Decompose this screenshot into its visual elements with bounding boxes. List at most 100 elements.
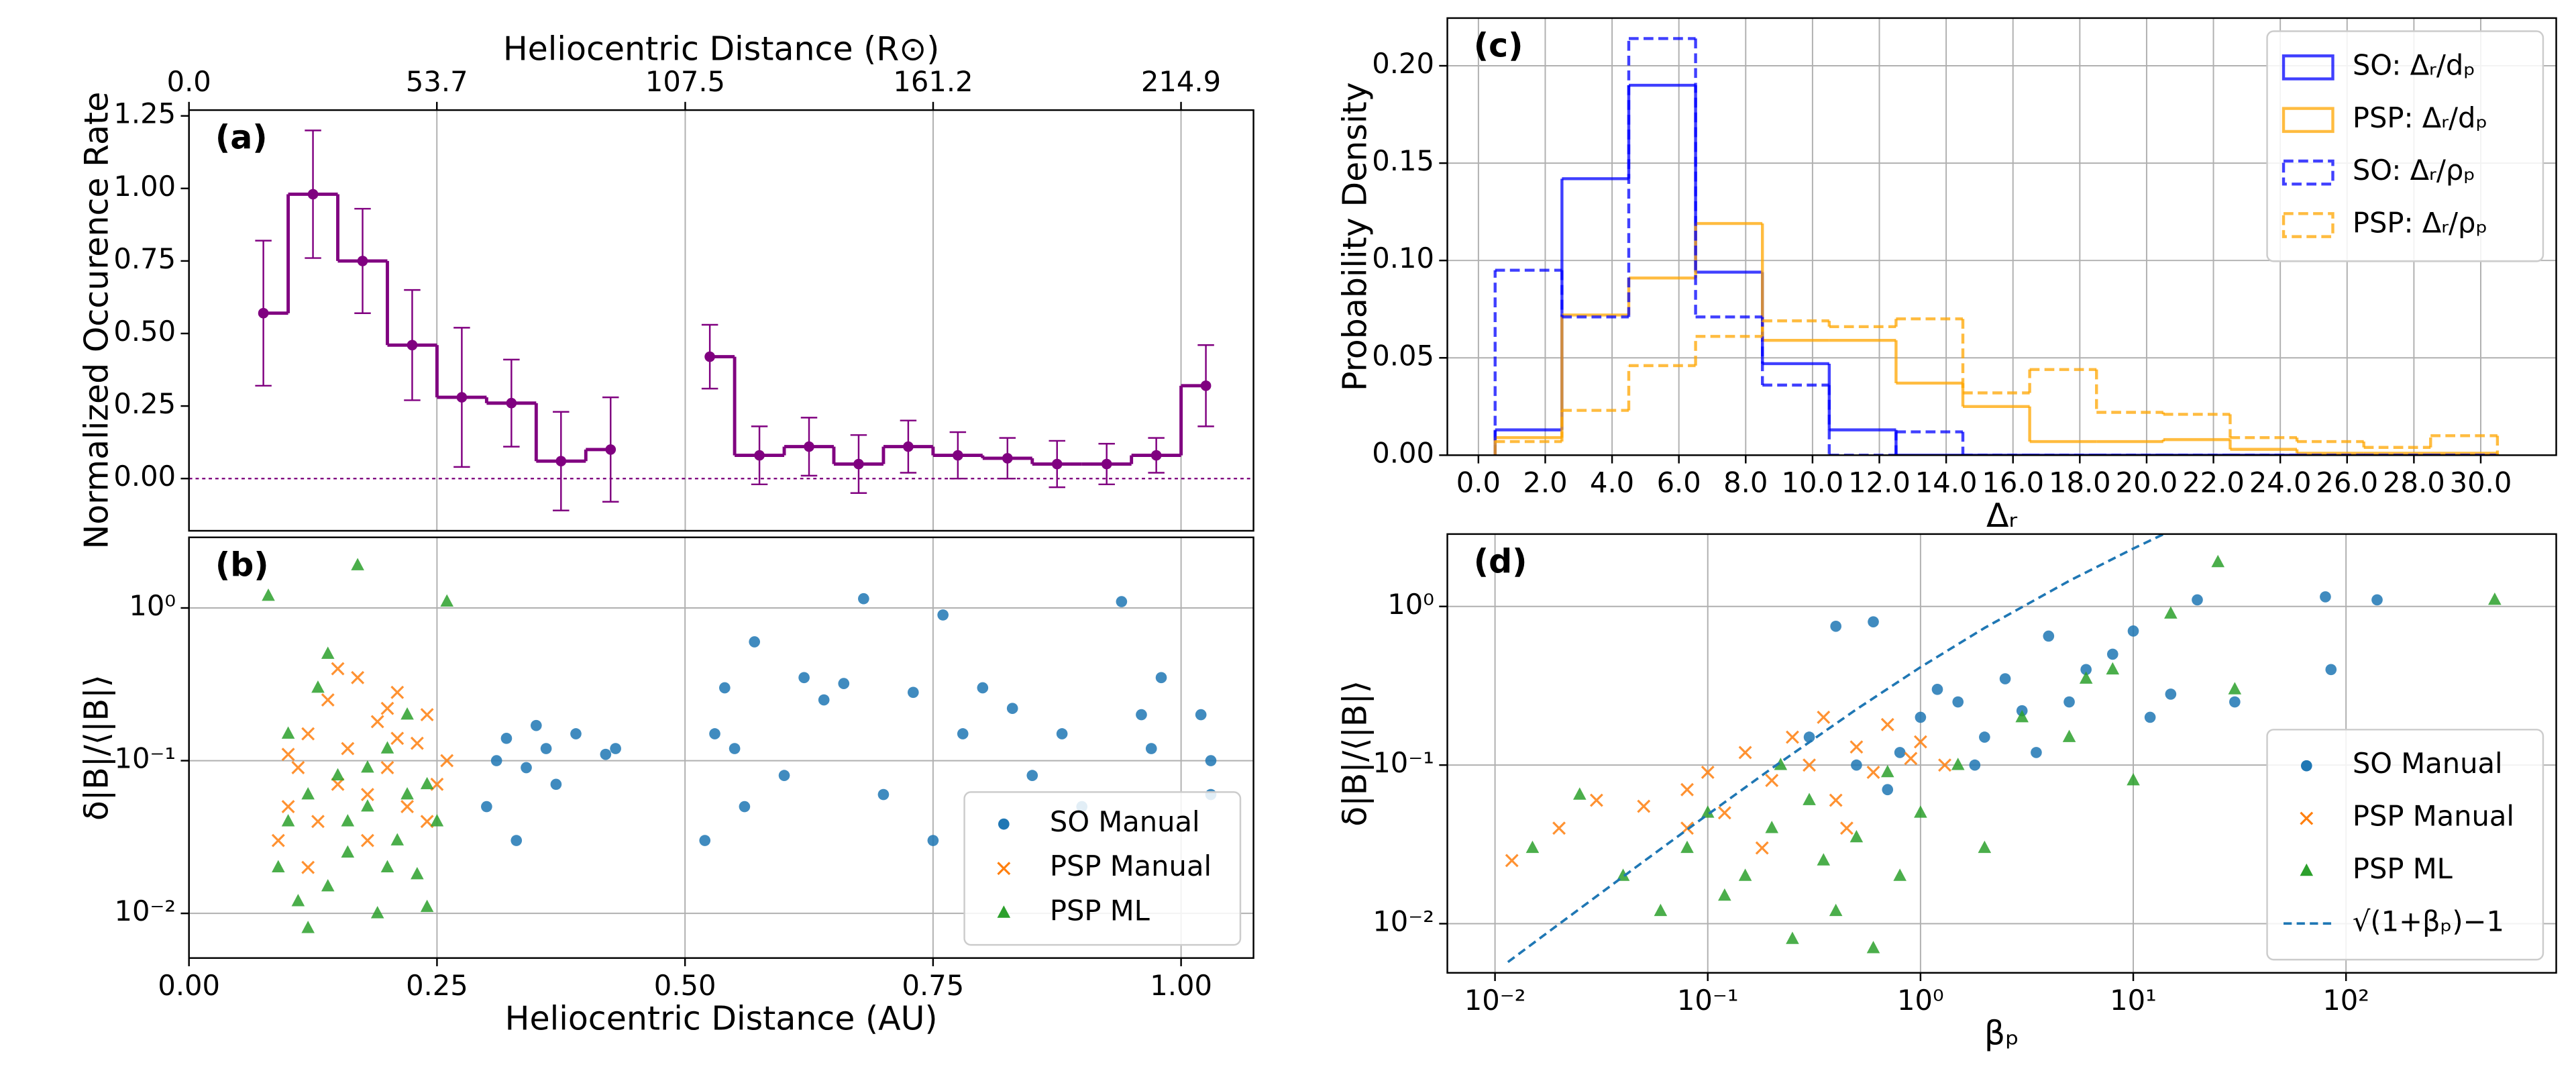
legend-key xyxy=(2282,159,2334,186)
point xyxy=(2228,682,2242,695)
curve xyxy=(1507,533,2167,964)
y-tick-label: 0.25 xyxy=(113,387,176,420)
point xyxy=(1572,787,1587,800)
point xyxy=(1882,784,1894,796)
point xyxy=(530,719,542,731)
point xyxy=(778,770,790,781)
point xyxy=(440,754,454,768)
legend-key xyxy=(997,862,1011,876)
x-tick-label: 30.0 xyxy=(2450,466,2512,499)
point xyxy=(1101,458,1112,470)
point xyxy=(1866,941,1880,954)
point xyxy=(2192,594,2203,606)
point xyxy=(1904,752,1918,766)
legend-box xyxy=(2266,729,2544,961)
x-tick-label: 20.0 xyxy=(2116,466,2178,499)
point xyxy=(271,833,285,848)
x2-tick-label: 53.7 xyxy=(406,65,468,98)
point xyxy=(2080,664,2092,676)
point xyxy=(301,921,315,933)
x-tick-label: 28.0 xyxy=(2383,466,2445,499)
point xyxy=(704,351,715,362)
point xyxy=(1849,829,1864,843)
y-tick-label: 0.75 xyxy=(113,242,176,275)
point xyxy=(380,701,394,715)
point xyxy=(804,441,814,452)
point xyxy=(540,743,552,754)
panel-label: (c) xyxy=(1474,27,1523,65)
panel-label: (b) xyxy=(215,546,269,584)
point xyxy=(511,835,523,846)
point xyxy=(291,894,305,907)
point xyxy=(370,906,384,919)
point xyxy=(1006,703,1018,714)
point xyxy=(2325,664,2337,676)
point xyxy=(301,787,315,800)
legend-label: PSP: Δᵣ/ρₚ xyxy=(2353,206,2487,239)
point xyxy=(361,799,374,812)
point xyxy=(360,788,374,802)
point xyxy=(957,728,969,739)
point xyxy=(1738,746,1752,760)
legend: SO: Δᵣ/dₚ PSP: Δᵣ/dₚ SO: Δᵣ/ρₚ PSP: Δᵣ/ρₚ xyxy=(2266,30,2544,262)
point xyxy=(1002,453,1013,464)
point xyxy=(699,835,711,846)
x-tick-label: 6.0 xyxy=(1657,466,1701,499)
point xyxy=(1915,711,1927,723)
legend-key xyxy=(2300,811,2314,825)
x-tick-label: 1.00 xyxy=(1150,969,1212,1002)
x-tick-label: 26.0 xyxy=(2316,466,2378,499)
point xyxy=(1616,868,1630,881)
legend-label: PSP ML xyxy=(2353,852,2453,885)
point xyxy=(1839,821,1854,835)
point xyxy=(1637,799,1651,813)
y-axis-label: Normalized Occurence Rate xyxy=(78,92,116,550)
point xyxy=(2164,606,2178,619)
x-tick-label: 16.0 xyxy=(1982,466,2044,499)
point xyxy=(1150,450,1162,461)
point xyxy=(1680,782,1694,797)
point xyxy=(2211,554,2225,568)
point xyxy=(1145,743,1157,754)
x2-axis-label: Heliocentric Distance (R⊙) xyxy=(503,30,940,68)
point xyxy=(400,707,414,720)
point xyxy=(2031,747,2042,758)
legend-key xyxy=(2282,54,2334,81)
axes-frame xyxy=(188,536,1254,959)
point xyxy=(1849,740,1864,754)
x-tick-label: 10¹ xyxy=(2110,984,2157,1017)
point xyxy=(977,682,989,694)
y-tick-label: 0.15 xyxy=(1372,144,1434,177)
y-tick-label: 10⁰ xyxy=(129,589,176,622)
point xyxy=(739,801,751,813)
point xyxy=(311,815,325,829)
point xyxy=(1505,854,1519,868)
point xyxy=(2165,688,2177,700)
y-tick-label: 0.50 xyxy=(113,315,176,348)
point xyxy=(2320,591,2331,603)
point xyxy=(1718,888,1731,901)
point xyxy=(341,845,355,858)
point xyxy=(610,743,621,754)
axes-frame xyxy=(188,109,1254,532)
x-axis-label: βₚ xyxy=(1984,1014,2019,1052)
point xyxy=(1829,903,1843,917)
x-tick-label: 0.0 xyxy=(1456,466,1501,499)
point xyxy=(550,778,562,790)
point xyxy=(1701,766,1715,779)
point xyxy=(351,558,364,570)
legend-label: SO Manual xyxy=(2353,747,2503,780)
point xyxy=(311,680,325,693)
x-tick-label: 2.0 xyxy=(1523,466,1567,499)
x-tick-label: 10⁻² xyxy=(1464,984,1526,1017)
x-tick-label: 0.00 xyxy=(158,969,220,1002)
point xyxy=(937,609,949,621)
legend: SO Manual PSP Manual PSP ML xyxy=(963,791,1242,946)
x2-tick-label: 214.9 xyxy=(1141,65,1221,98)
point xyxy=(411,867,424,880)
point xyxy=(281,800,295,814)
point xyxy=(1654,903,1668,917)
x-axis-label: Δᵣ xyxy=(1986,497,2017,535)
point xyxy=(1969,759,1981,771)
